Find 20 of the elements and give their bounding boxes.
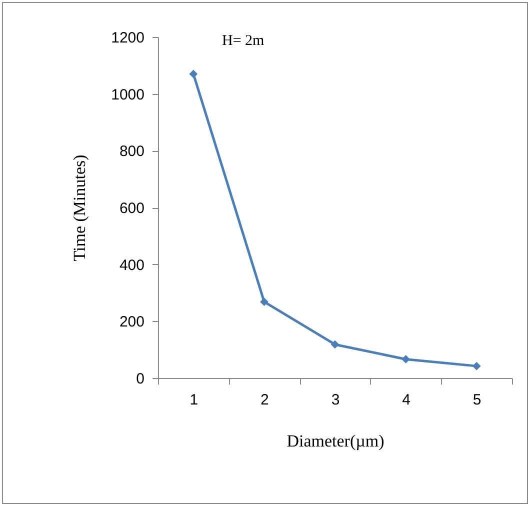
point [330,340,340,349]
y-tick-label: 600 [119,200,144,217]
point [260,298,268,306]
y-tick-label: 400 [119,256,144,274]
annotation: H= 2m [222,33,265,49]
y-tick-label: 800 [119,143,144,160]
y-tick-label: 0 [136,370,144,388]
y-tick-label: 1000 [111,86,144,104]
y-axis-title: Time (Minutes) [70,154,90,262]
x-tick-label: 2 [260,392,269,408]
x-tick-label: 3 [331,392,340,408]
x-axis-title: Diameter(µm) [286,432,384,450]
x-tick-label: 5 [472,392,482,408]
point [402,355,410,364]
point [189,70,198,78]
x-tick-label: 4 [402,392,410,408]
y-tick-label: 1200 [111,30,144,46]
x-tick-label: 1 [190,392,198,408]
y-tick-label: 200 [119,314,144,331]
point [472,362,481,370]
